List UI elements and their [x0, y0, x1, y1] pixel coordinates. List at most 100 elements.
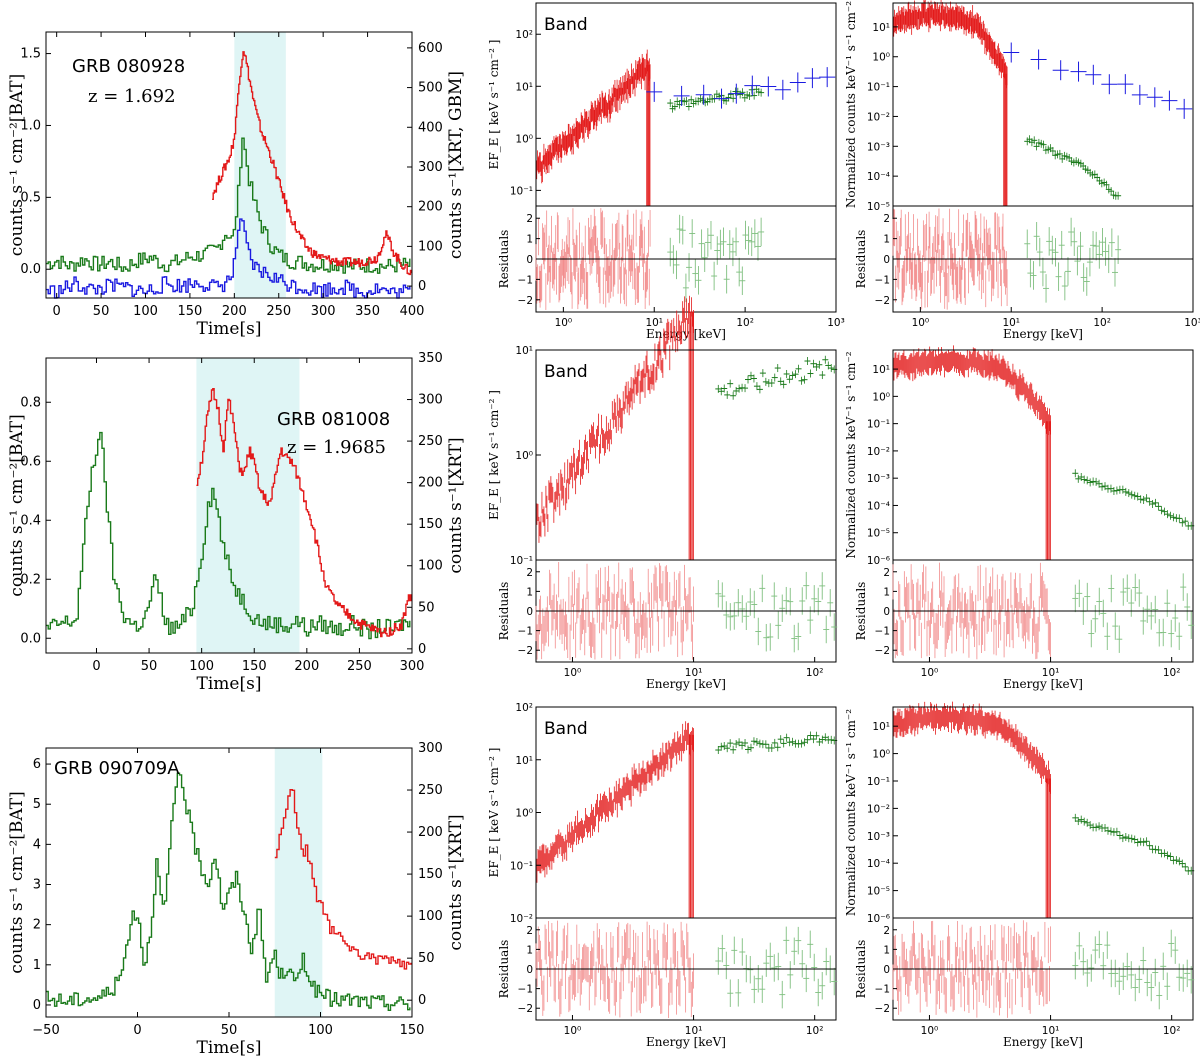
x-tick-label: 10²	[1093, 317, 1111, 329]
resid-tick-label: 0	[883, 254, 890, 266]
y-axis-label-right: counts s⁻¹[XRT]	[446, 437, 466, 573]
y-tick-label-right: 200	[418, 476, 443, 491]
y-tick-label: 10¹	[872, 22, 890, 34]
y-tick-label-right: 0	[418, 279, 426, 294]
spectrum-panel-3: 10⁰ 10¹ 10² 10¹ 10⁰ 10⁻¹2 1 0 −1 −2 Energy [keV] EF…	[487, 295, 838, 691]
x-tick-label: 0	[92, 659, 100, 674]
x-tick-label: 10⁰	[912, 317, 930, 329]
x-axis-label: Time[s]	[197, 319, 262, 339]
x-tick-label: 100	[308, 1023, 333, 1038]
x-tick-label: 10²	[806, 667, 824, 679]
x-tick-label: 10¹	[645, 317, 663, 329]
y-tick-label-right: 200	[418, 825, 443, 840]
y-tick-label-left: 3	[33, 878, 41, 893]
spectrum-panel-4: 10⁰ 10¹ 10² 10¹ 10⁰ 10⁻¹ 10⁻² 10⁻³ 10⁻⁴ 10⁻⁵ 10⁻⁶2…	[844, 345, 1195, 691]
y-tick-label-right: 100	[418, 559, 443, 574]
y-tick-label: 10⁻⁴	[867, 500, 890, 512]
x-tick-label: 250	[266, 304, 291, 319]
y-axis-label: Normalized counts keV⁻¹ s⁻¹ cm⁻²	[844, 1, 858, 208]
y-tick-label-left: 0.4	[20, 513, 41, 528]
x-tick-label: 10⁰	[555, 317, 573, 329]
y-tick-label: 10⁻⁶	[867, 555, 890, 567]
shaded-interval	[234, 32, 286, 298]
x-tick-label: 200	[222, 304, 247, 319]
y-tick-label: 10⁻⁶	[867, 913, 890, 925]
y-tick-label-right: 350	[418, 351, 443, 366]
x-tick-label: 100	[189, 659, 214, 674]
series-gbm-line	[46, 218, 411, 299]
y-tick-label: 10⁻⁴	[867, 171, 890, 183]
grb-name: GRB 090709A	[54, 758, 180, 779]
resid-tick-label: −1	[875, 626, 890, 638]
resid-tick-label: 1	[526, 586, 533, 598]
y-tick-label-left: 0	[33, 998, 41, 1013]
y-tick-label-right: 50	[418, 600, 435, 615]
x-tick-label: 10⁰	[564, 1025, 582, 1037]
resid-tick-label: 1	[883, 944, 890, 956]
y-tick-label-right: 250	[418, 434, 443, 449]
y-tick-label: 10⁻¹	[510, 555, 533, 567]
y-tick-label: 10¹	[515, 345, 533, 357]
x-tick-label: 10¹	[1042, 1025, 1060, 1037]
series-bat-line	[46, 137, 411, 274]
y-tick-label: 10¹	[872, 721, 890, 733]
x-tick-label: 10⁰	[564, 667, 582, 679]
y-tick-label: 10¹	[872, 364, 890, 376]
y-tick-label: 10⁻²	[867, 111, 890, 123]
x-axis-label: Energy [keV]	[1003, 1035, 1083, 1049]
x-tick-label: 10¹	[1002, 317, 1020, 329]
resid-tick-label: −1	[875, 274, 890, 286]
x-tick-label: 10¹	[1042, 667, 1060, 679]
residual-axis-label: Residuals	[854, 940, 868, 999]
resid-tick-label: −2	[518, 645, 533, 657]
resid-tick-label: 2	[526, 567, 533, 579]
resid-tick-label: −2	[875, 645, 890, 657]
y-tick-label-right: 600	[418, 41, 443, 56]
x-tick-label: 150	[242, 659, 267, 674]
x-tick-label: 350	[355, 304, 380, 319]
y-tick-label-right: 0	[418, 993, 426, 1008]
y-tick-label: 10⁰	[515, 808, 533, 820]
y-axis-label: Normalized counts keV⁻¹ s⁻¹ cm⁻²	[844, 709, 858, 916]
y-tick-label-right: 500	[418, 81, 443, 96]
x-tick-label: 150	[400, 1023, 425, 1038]
y-tick-label: 10¹	[515, 755, 533, 767]
y-tick-label-right: 300	[418, 741, 443, 756]
residual-axis-label: Residuals	[497, 230, 511, 289]
resid-tick-label: 0	[526, 606, 533, 618]
resid-tick-label: 2	[883, 567, 890, 579]
y-axis-label-left: counts s⁻¹ cm⁻²[BAT]	[7, 414, 27, 596]
y-tick-label-left: 0.0	[20, 262, 41, 277]
x-axis-label: Energy [keV]	[1003, 327, 1083, 341]
lightcurve-panel-2: 0 50 100 150 200 250 300 0.0 0.2 0.4 0.6 0.8 0 50 100 1…	[7, 351, 466, 694]
resid-tick-label: −1	[518, 274, 533, 286]
resid-tick-label: 0	[883, 964, 890, 976]
plot-frame	[45, 31, 413, 299]
y-axis-label: EF_E [ keV s⁻¹ cm⁻² ]	[487, 748, 501, 878]
y-tick-label-right: 150	[418, 517, 443, 532]
resid-tick-label: 2	[883, 213, 890, 225]
y-tick-label-left: 1	[33, 958, 41, 973]
y-tick-label: 10⁻¹	[510, 185, 533, 197]
y-axis-label-right: counts s⁻¹[XRT, GBM]	[446, 71, 466, 259]
x-axis-label: Time[s]	[197, 1038, 262, 1057]
x-tick-label: −50	[32, 1023, 59, 1038]
y-tick-label: 10⁻³	[867, 473, 890, 485]
grb-name: GRB 081008	[277, 409, 390, 430]
y-axis-label-left: counts s⁻¹ cm⁻²[BAT]	[7, 74, 27, 256]
y-tick-label-left: 1.5	[20, 47, 41, 62]
y-tick-label-left: 2	[33, 918, 41, 933]
x-axis-label: Energy [keV]	[1003, 677, 1083, 691]
y-tick-label: 10²	[515, 702, 533, 714]
x-tick-label: 10⁰	[921, 667, 939, 679]
x-axis-label: Energy [keV]	[646, 1035, 726, 1049]
resid-tick-label: 2	[526, 213, 533, 225]
y-axis-label-right: counts s⁻¹[XRT]	[446, 814, 466, 950]
x-tick-label: 10⁰	[921, 1025, 939, 1037]
plot-frame	[45, 747, 413, 1018]
x-tick-label: 300	[311, 304, 336, 319]
x-tick-label: 10²	[736, 317, 754, 329]
y-tick-label: 10⁻¹	[867, 82, 890, 94]
resid-tick-label: 1	[883, 234, 890, 246]
model-label: Band	[544, 719, 588, 739]
